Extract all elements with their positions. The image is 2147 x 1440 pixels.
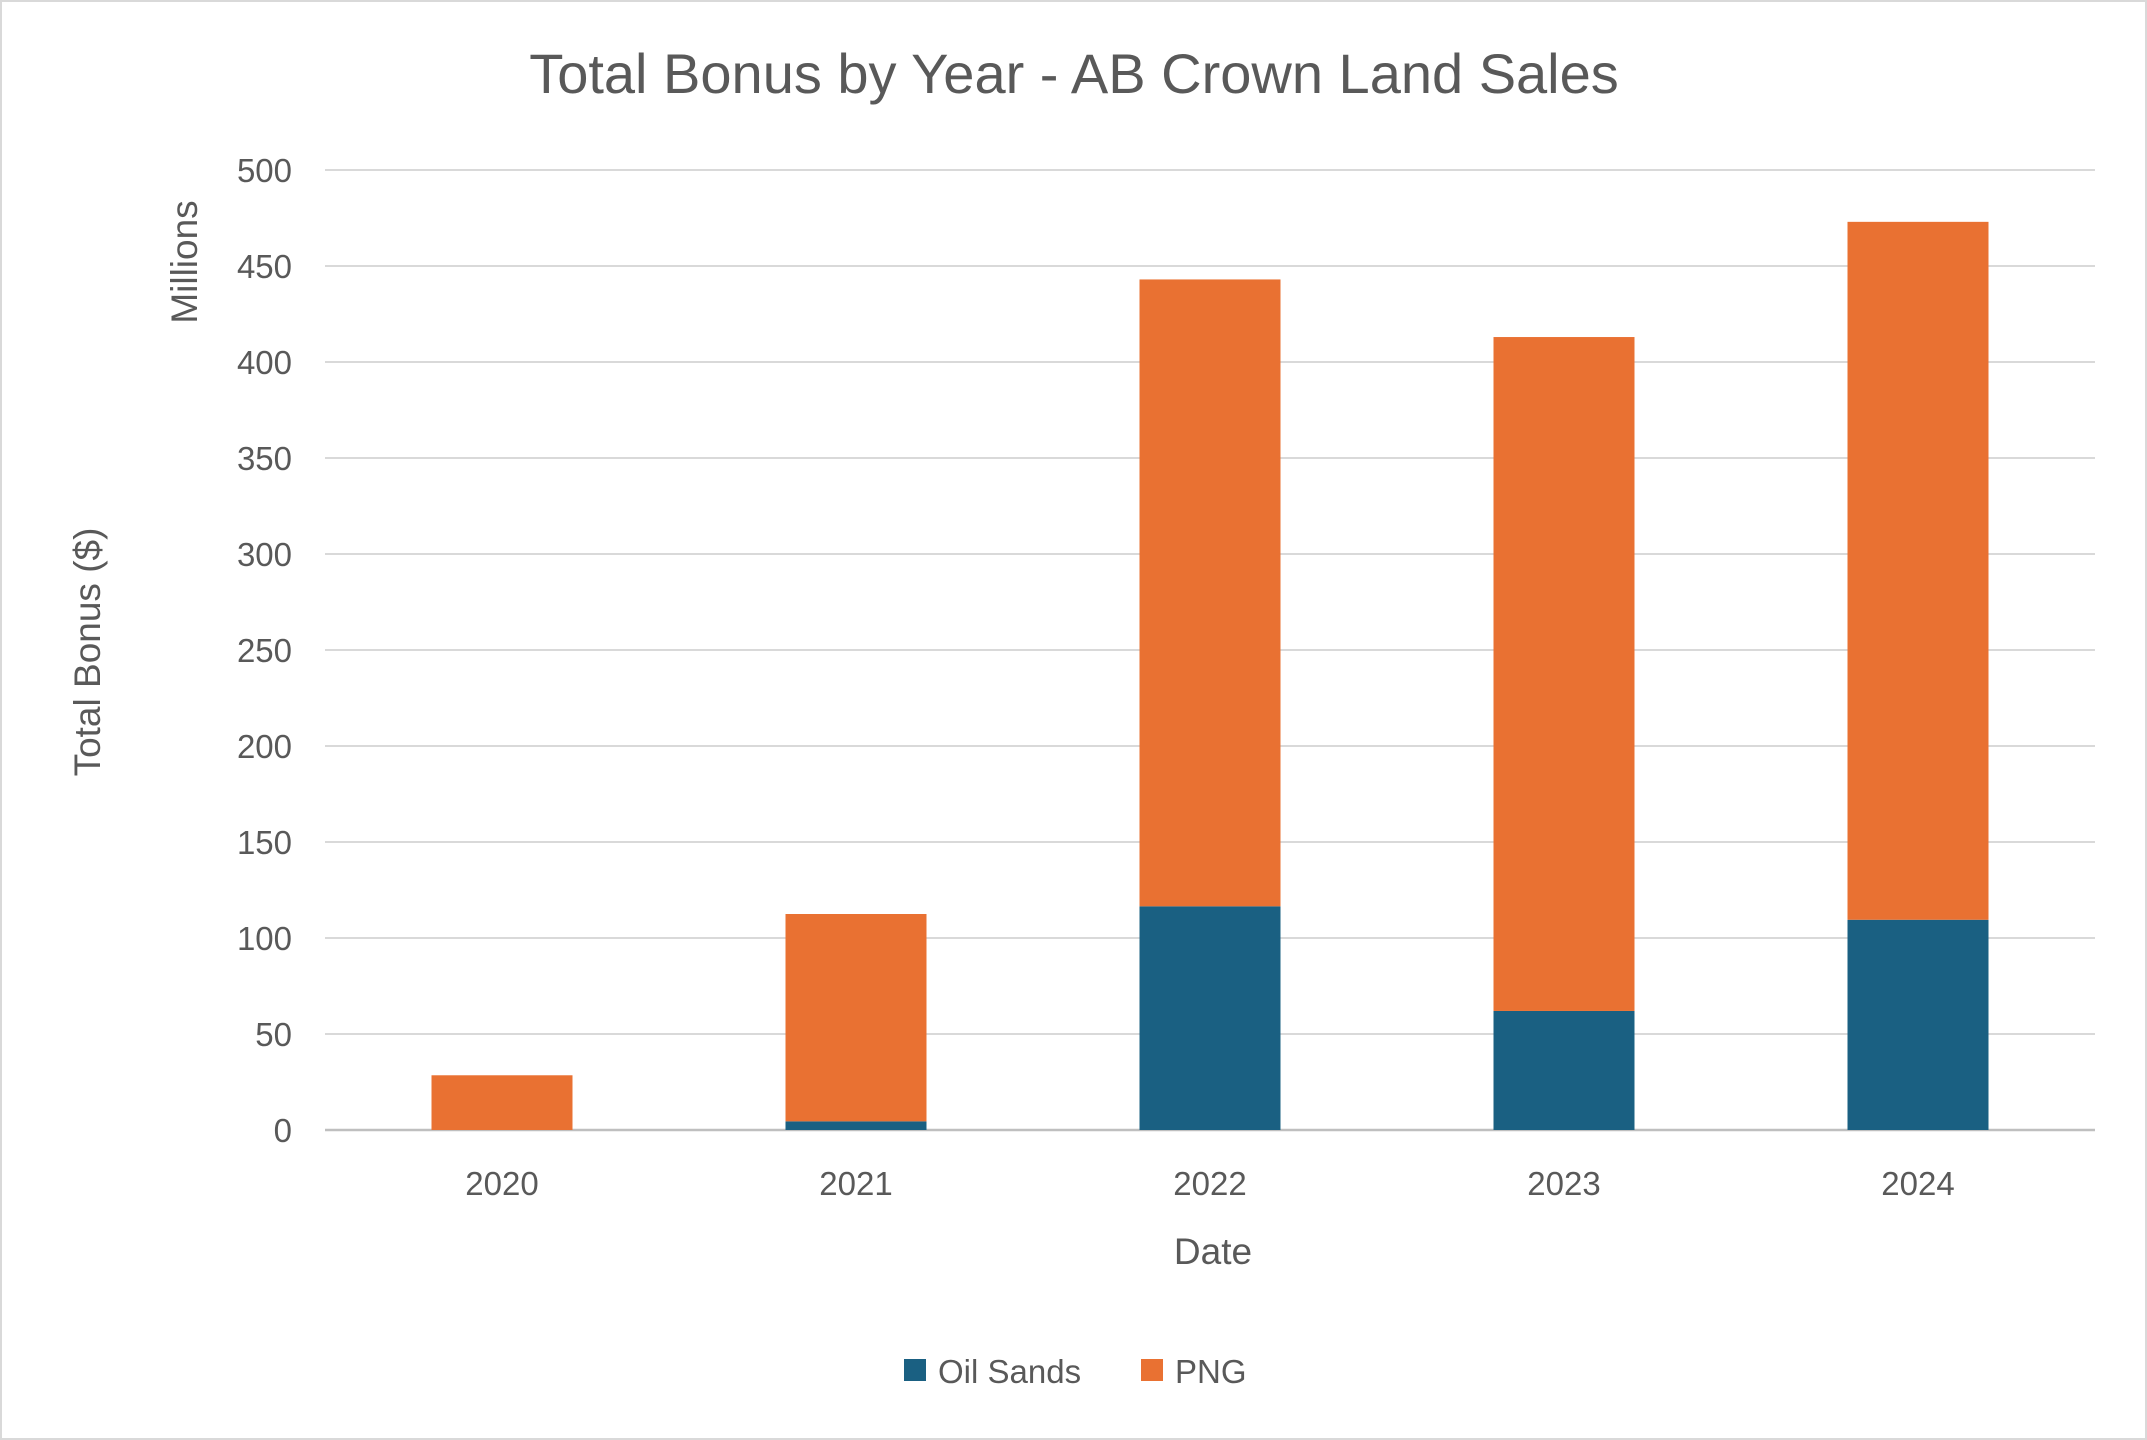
y-tick-label: 200	[237, 728, 292, 765]
bar-oil-sands-2024	[1847, 919, 1989, 1130]
y-tick-label: 0	[274, 1112, 292, 1149]
bar-png-2021	[785, 914, 927, 1122]
y-tick-label: 150	[237, 824, 292, 861]
y-tick-label: 350	[237, 440, 292, 477]
bar-oil-sands-2021	[785, 1121, 927, 1130]
legend-swatch-png	[1141, 1359, 1163, 1381]
y-tick-label: 50	[255, 1016, 292, 1053]
y-tick-labels: 0 50 100 150 200 250 300 350 400 450 500	[237, 152, 292, 1149]
x-axis-title: Date	[1174, 1231, 1252, 1272]
y-tick-label: 450	[237, 248, 292, 285]
y-tick-label: 400	[237, 344, 292, 381]
bar-png-2023	[1493, 337, 1635, 1011]
legend-swatch-oil-sands	[904, 1359, 926, 1381]
y-unit-label: Millions	[164, 200, 205, 323]
chart-title: Total Bonus by Year - AB Crown Land Sale…	[529, 42, 1619, 105]
y-axis-title: Total Bonus ($)	[67, 528, 108, 777]
x-tick-label: 2020	[465, 1165, 538, 1202]
y-tick-label: 250	[237, 632, 292, 669]
y-tick-label: 500	[237, 152, 292, 189]
y-tick-label: 100	[237, 920, 292, 957]
x-tick-labels: 2020 2021 2022 2023 2024	[465, 1165, 1954, 1202]
x-tick-label: 2022	[1173, 1165, 1246, 1202]
legend-label-png: PNG	[1175, 1353, 1247, 1390]
bars	[431, 221, 1989, 1130]
x-tick-label: 2024	[1881, 1165, 1954, 1202]
x-tick-label: 2023	[1527, 1165, 1600, 1202]
bar-png-2020	[431, 1075, 573, 1130]
bar-oil-sands-2022	[1139, 906, 1281, 1130]
bar-png-2024	[1847, 221, 1989, 920]
y-tick-label: 300	[237, 536, 292, 573]
bar-png-2022	[1139, 279, 1281, 907]
legend: Oil Sands PNG	[904, 1353, 1247, 1390]
bar-oil-sands-2023	[1493, 1010, 1635, 1130]
x-tick-label: 2021	[819, 1165, 892, 1202]
legend-label-oil-sands: Oil Sands	[938, 1353, 1081, 1390]
